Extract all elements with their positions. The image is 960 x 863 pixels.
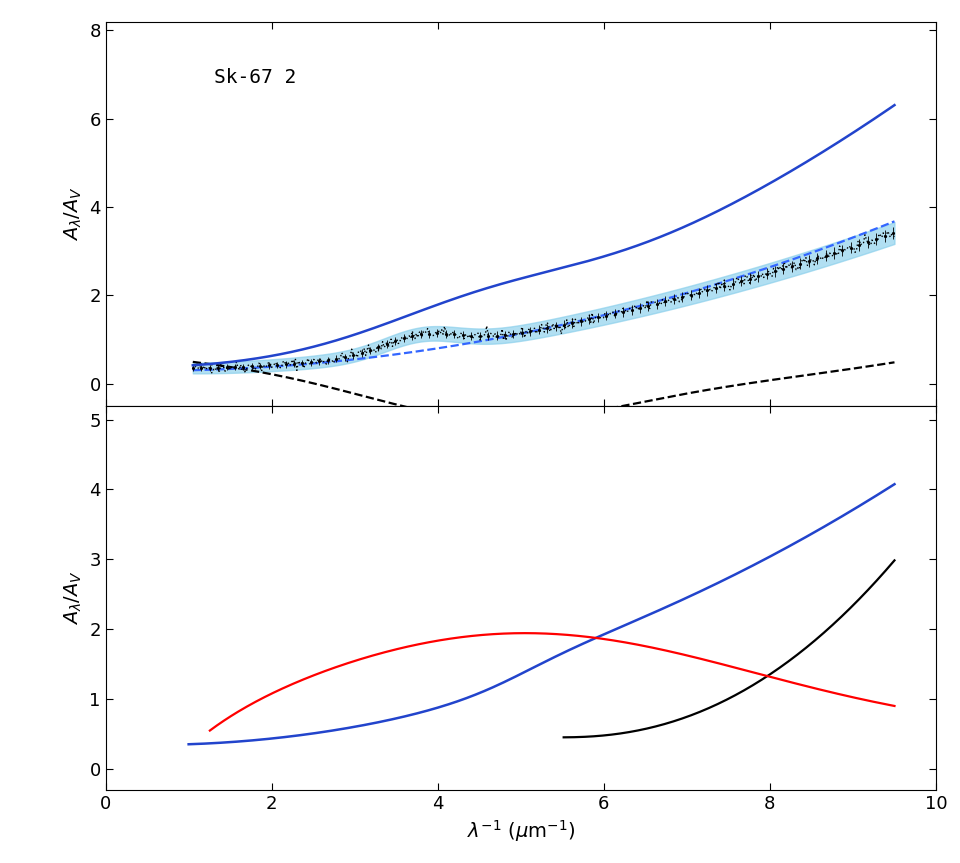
Text: Sk-67 2: Sk-67 2 — [213, 67, 296, 86]
Y-axis label: $A_{\lambda}/A_{V}$: $A_{\lambda}/A_{V}$ — [62, 570, 84, 625]
Y-axis label: $A_{\lambda}/A_{V}$: $A_{\lambda}/A_{V}$ — [62, 186, 84, 241]
X-axis label: $\lambda^{-1}$ ($\mu$m$^{-1}$): $\lambda^{-1}$ ($\mu$m$^{-1}$) — [467, 818, 575, 844]
